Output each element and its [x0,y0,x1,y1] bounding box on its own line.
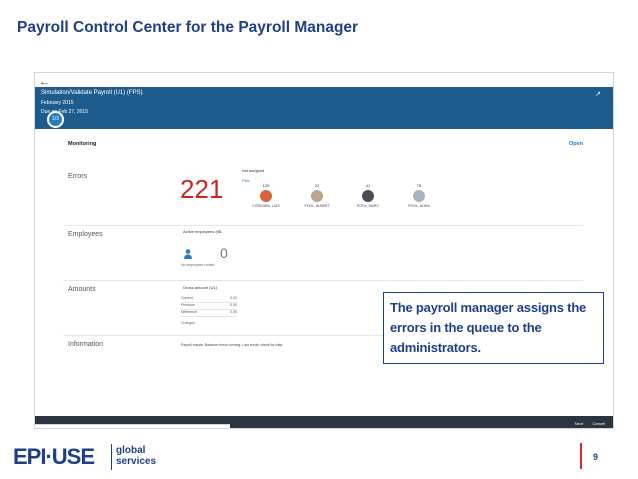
table-row: Previous 0.00 [181,303,237,310]
table-row: Current 0.00 [181,296,237,303]
amounts-caption: Changes [181,321,196,325]
errors-label: Errors [68,173,88,180]
person-icon [184,249,192,259]
section-divider [63,225,583,226]
avatar [260,190,272,202]
amounts-label: Amounts [68,286,96,293]
logo-divider [111,444,112,470]
administrator-name: POOL, ALBERT [304,204,330,208]
employees-tile-title: Active employees (98... [183,229,225,234]
amounts-table[interactable]: Current 0.00 Previous 0.00 Difference 0.… [181,296,237,317]
cancel-button[interactable]: Cancel [592,421,605,426]
row-label: Current [181,296,193,300]
back-arrow-icon[interactable]: ← [39,76,50,88]
row-label: Difference [181,310,197,314]
process-period: February 2015 [41,100,74,106]
information-text: Payroll results: Balance check running. … [181,343,283,347]
process-due-date: Due on Feb 27, 2015 [41,109,88,115]
callout-text: The payroll manager assigns the errors i… [390,300,587,355]
open-link[interactable]: Open [568,141,583,147]
export-icon[interactable]: ↗ [595,91,601,98]
avatar [413,190,425,202]
information-label: Information [68,341,104,348]
employees-caption: No employees locked [181,263,215,267]
pick-link[interactable]: Pick [242,178,250,183]
next-button[interactable]: Next [574,421,583,426]
administrator-error-count: 41 [365,183,371,188]
row-value: 0.00 [230,296,237,300]
page-number: 9 [593,452,599,462]
errors-count[interactable]: 221 [180,174,224,204]
step-badge[interactable]: 1/3 [47,111,64,128]
slide-title: Payroll Control Center for the Payroll M… [17,19,359,36]
not-assigned-label: Not assigned [242,169,265,173]
administrator-name: POOL, ALINA [408,204,430,208]
logo-global-text: global [116,445,146,456]
company-logo: EPI·USE [13,444,95,469]
amounts-tile-title: Gross amount (U1) [183,285,218,290]
row-value: 0.00 [230,303,237,307]
callout-box: The payroll manager assigns the errors i… [383,292,604,364]
process-title: Simulation/Validate Payroll (U1) (FPS) [41,90,143,96]
administrator-card[interactable]: 78 POOL, ALINA [399,183,439,208]
administrator-card[interactable]: 22 POOL, ALBERT [297,183,337,208]
row-label: Previous [181,303,195,307]
employees-label: Employees [68,231,103,238]
monitoring-label: Monitoring [68,141,97,147]
avatar [311,190,323,202]
table-row: Difference 0.00 [181,310,237,317]
employees-count[interactable]: 0 [220,245,228,261]
logo-services-text: services [116,456,157,467]
page-number-divider [580,443,582,469]
row-value: 0.00 [230,310,237,314]
administrator-error-count: 125 [262,183,270,188]
section-divider [63,280,583,281]
status-bar [35,424,230,428]
process-header: Simulation/Validate Payroll (U1) (FPS) F… [35,87,613,129]
app-screenshot: ← Simulation/Validate Payroll (U1) (FPS)… [34,72,614,429]
administrator-name: CORDOBA, LUIS [252,204,280,208]
administrator-card[interactable]: 125 CORDOBA, LUIS [246,183,286,208]
administrator-error-count: 78 [416,183,422,188]
administrator-error-count: 22 [314,183,320,188]
administrator-name: POOL, MARC [357,204,379,208]
avatar [362,190,374,202]
section-divider [63,335,583,336]
administrator-card[interactable]: 41 POOL, MARC [348,183,388,208]
